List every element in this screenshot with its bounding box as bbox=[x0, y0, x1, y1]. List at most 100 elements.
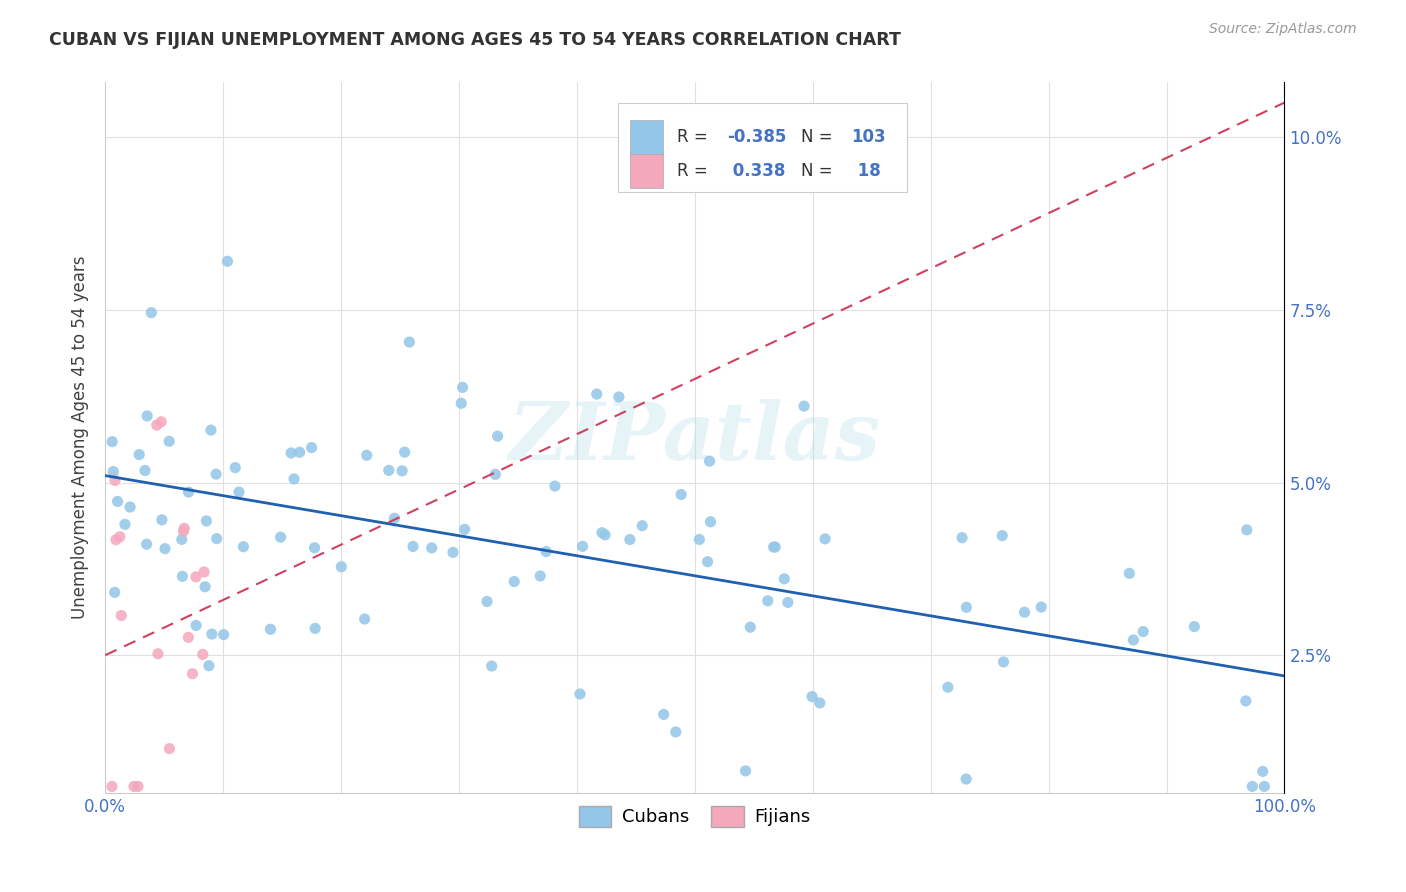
Point bbox=[1182, 619, 1205, 633]
Point bbox=[1132, 624, 1154, 639]
Point bbox=[955, 600, 977, 615]
Point bbox=[1234, 694, 1257, 708]
Text: R =: R = bbox=[678, 128, 713, 145]
Point bbox=[114, 517, 136, 532]
Point bbox=[936, 680, 959, 694]
Point bbox=[571, 539, 593, 553]
Point bbox=[481, 659, 503, 673]
Legend: Cubans, Fijians: Cubans, Fijians bbox=[572, 799, 818, 834]
Point bbox=[503, 574, 526, 589]
Point bbox=[157, 434, 180, 449]
Point bbox=[484, 467, 506, 482]
Point bbox=[283, 472, 305, 486]
Point bbox=[734, 764, 756, 778]
Point bbox=[699, 454, 721, 468]
Point bbox=[153, 541, 176, 556]
Point bbox=[814, 532, 837, 546]
Point bbox=[486, 429, 509, 443]
Point bbox=[232, 540, 254, 554]
Text: ZIPatlas: ZIPatlas bbox=[509, 399, 882, 476]
Point bbox=[544, 479, 567, 493]
Point bbox=[224, 460, 246, 475]
Text: -0.385: -0.385 bbox=[727, 128, 786, 145]
Text: 0.338: 0.338 bbox=[727, 161, 785, 180]
Point bbox=[398, 335, 420, 350]
Point bbox=[450, 396, 472, 410]
Point bbox=[104, 474, 127, 488]
Point bbox=[228, 485, 250, 500]
Point bbox=[177, 630, 200, 644]
Point bbox=[270, 530, 292, 544]
Point bbox=[217, 254, 239, 268]
Point bbox=[384, 511, 406, 525]
Point bbox=[955, 772, 977, 786]
FancyBboxPatch shape bbox=[630, 153, 664, 188]
Point bbox=[669, 487, 692, 501]
Text: 103: 103 bbox=[852, 128, 886, 145]
Point bbox=[808, 696, 831, 710]
Point bbox=[201, 627, 224, 641]
Point bbox=[128, 448, 150, 462]
Point bbox=[1122, 633, 1144, 648]
Point bbox=[173, 521, 195, 535]
Point bbox=[288, 445, 311, 459]
Point bbox=[104, 533, 127, 547]
FancyBboxPatch shape bbox=[630, 120, 664, 153]
Point bbox=[441, 545, 464, 559]
Point bbox=[1236, 523, 1258, 537]
Point bbox=[110, 608, 132, 623]
Point bbox=[108, 530, 131, 544]
Point bbox=[304, 622, 326, 636]
Point bbox=[135, 537, 157, 551]
Text: Source: ZipAtlas.com: Source: ZipAtlas.com bbox=[1209, 22, 1357, 37]
Point bbox=[104, 585, 127, 599]
Point bbox=[1241, 780, 1264, 794]
Point bbox=[688, 533, 710, 547]
Point bbox=[1118, 566, 1140, 581]
Point bbox=[776, 595, 799, 609]
Point bbox=[619, 533, 641, 547]
Point bbox=[172, 569, 194, 583]
Point bbox=[420, 541, 443, 555]
Point bbox=[453, 522, 475, 536]
Point bbox=[631, 518, 654, 533]
Point bbox=[193, 565, 215, 579]
Point bbox=[120, 500, 142, 514]
Point bbox=[534, 544, 557, 558]
Point bbox=[280, 446, 302, 460]
Point bbox=[200, 423, 222, 437]
Point bbox=[198, 658, 221, 673]
Point bbox=[184, 570, 207, 584]
Point bbox=[150, 513, 173, 527]
Point bbox=[1253, 780, 1275, 794]
Point bbox=[585, 387, 607, 401]
Point bbox=[378, 463, 401, 477]
Point bbox=[593, 528, 616, 542]
Point bbox=[740, 620, 762, 634]
Point bbox=[451, 380, 474, 394]
Point bbox=[665, 725, 688, 739]
Point bbox=[301, 441, 323, 455]
Point bbox=[756, 594, 779, 608]
Point bbox=[103, 465, 125, 479]
Point bbox=[122, 780, 145, 794]
Point bbox=[591, 525, 613, 540]
Point bbox=[107, 494, 129, 508]
Point bbox=[356, 448, 378, 462]
Point bbox=[1251, 764, 1274, 779]
Y-axis label: Unemployment Among Ages 45 to 54 years: Unemployment Among Ages 45 to 54 years bbox=[72, 256, 89, 619]
Point bbox=[1031, 600, 1053, 615]
Point bbox=[101, 434, 124, 449]
Point bbox=[993, 655, 1015, 669]
Point bbox=[568, 687, 591, 701]
Point bbox=[127, 780, 149, 794]
Point bbox=[194, 580, 217, 594]
Text: 18: 18 bbox=[852, 161, 880, 180]
Point bbox=[304, 541, 326, 555]
Point bbox=[259, 622, 281, 636]
Point bbox=[205, 532, 228, 546]
Point bbox=[607, 390, 630, 404]
Point bbox=[950, 531, 973, 545]
Point bbox=[184, 618, 207, 632]
Point bbox=[394, 445, 416, 459]
